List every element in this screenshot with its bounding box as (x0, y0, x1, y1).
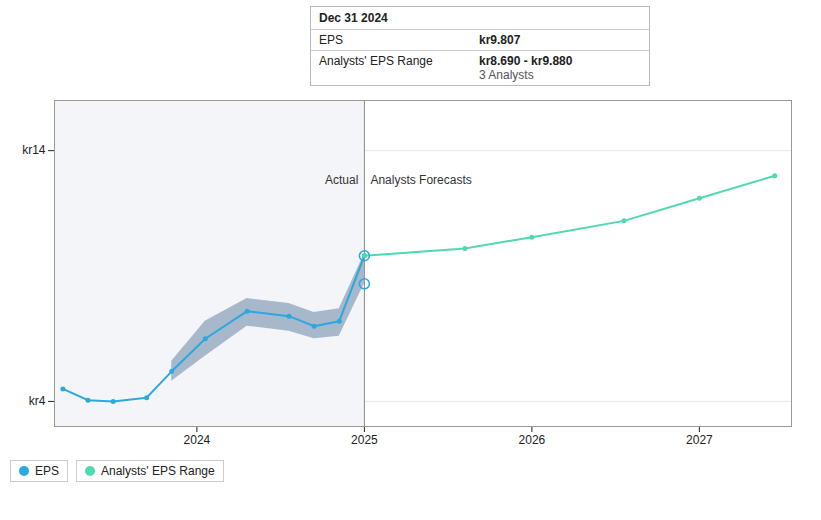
html-text:kr8.690 - kr9.880: kr8.690 - kr9.880 (479, 54, 573, 68)
html-text:EPS: EPS (35, 464, 59, 478)
svg-text:kr4: kr4 (29, 394, 46, 408)
svg-text:kr14: kr14 (22, 143, 46, 157)
html-text:3 Analysts: 3 Analysts (479, 68, 534, 82)
html-text:Dec 31 2024: Dec 31 2024 (319, 11, 388, 25)
html-text:kr9.807: kr9.807 (479, 33, 521, 47)
svg-text:2024: 2024 (184, 433, 211, 447)
svg-text:Actual: Actual (325, 173, 358, 187)
svg-text:Analysts Forecasts: Analysts Forecasts (370, 173, 471, 187)
html-text:EPS: EPS (319, 33, 343, 47)
svg-text:2026: 2026 (519, 433, 546, 447)
html-text:Analysts' EPS Range: Analysts' EPS Range (101, 464, 215, 478)
html-text:Analysts' EPS Range: Analysts' EPS Range (319, 54, 433, 68)
svg-text:2027: 2027 (686, 433, 713, 447)
svg-text:2025: 2025 (351, 433, 378, 447)
